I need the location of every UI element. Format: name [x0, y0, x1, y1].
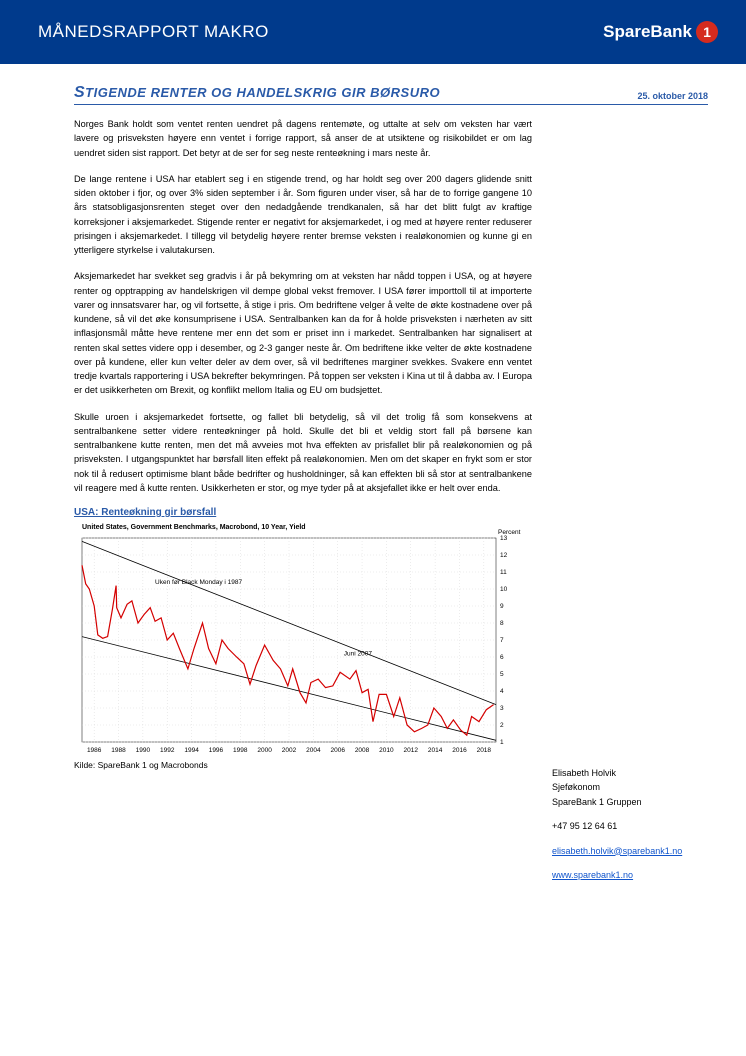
svg-text:2000: 2000	[257, 747, 272, 754]
svg-text:2014: 2014	[428, 747, 443, 754]
svg-text:1986: 1986	[87, 747, 102, 754]
svg-text:4: 4	[500, 688, 504, 695]
svg-text:7: 7	[500, 637, 504, 644]
contact-name: Elisabeth Holvik	[552, 766, 682, 780]
svg-text:1992: 1992	[160, 747, 175, 754]
svg-text:1990: 1990	[136, 747, 151, 754]
chart-inner-title: United States, Government Benchmarks, Ma…	[82, 524, 306, 531]
document-title: STIGENDE RENTER OG HANDELSKRIG GIR BØRSU…	[74, 84, 440, 102]
svg-text:9: 9	[500, 603, 504, 610]
contact-block: Elisabeth Holvik Sjeføkonom SpareBank 1 …	[552, 766, 682, 882]
svg-text:8: 8	[500, 620, 504, 627]
svg-text:1988: 1988	[111, 747, 126, 754]
chart-container: United States, Government Benchmarks, Ma…	[74, 520, 532, 758]
title-firstcap: S	[74, 84, 85, 101]
svg-text:11: 11	[500, 569, 507, 576]
contact-email-link[interactable]: elisabeth.holvik@sparebank1.no	[552, 846, 682, 856]
svg-text:3: 3	[500, 705, 504, 712]
chart-section: USA: Renteøkning gir børsfall United Sta…	[74, 507, 532, 770]
svg-text:5: 5	[500, 671, 504, 678]
paragraph: Skulle uroen i aksjemarkedet fortsette, …	[74, 410, 532, 496]
svg-text:Percent: Percent	[498, 529, 521, 536]
document-date: 25. oktober 2018	[617, 91, 708, 102]
contact-org: SpareBank 1 Gruppen	[552, 795, 682, 809]
title-row: STIGENDE RENTER OG HANDELSKRIG GIR BØRSU…	[74, 84, 708, 105]
svg-text:2006: 2006	[330, 747, 345, 754]
svg-text:2004: 2004	[306, 747, 321, 754]
svg-text:1998: 1998	[233, 747, 248, 754]
svg-text:2008: 2008	[355, 747, 370, 754]
body-column: Norges Bank holdt som ventet renten uend…	[74, 117, 532, 770]
paragraph: Norges Bank holdt som ventet renten uend…	[74, 117, 532, 160]
logo-text: SpareBank	[603, 22, 692, 42]
title-rest: TIGENDE RENTER OG HANDELSKRIG GIR BØRSUR…	[85, 85, 440, 100]
paragraph: Aksjemarkedet har svekket seg gradvis i …	[74, 269, 532, 397]
svg-text:2002: 2002	[282, 747, 297, 754]
svg-text:2018: 2018	[477, 747, 492, 754]
svg-text:Juni 2007: Juni 2007	[344, 650, 373, 657]
logo-badge-icon: 1	[696, 21, 718, 43]
contact-web-link[interactable]: www.sparebank1.no	[552, 870, 633, 880]
svg-text:12: 12	[500, 552, 508, 559]
svg-text:Uken før Black Monday i 1987: Uken før Black Monday i 1987	[155, 579, 242, 586]
svg-text:1: 1	[500, 739, 504, 746]
contact-role: Sjeføkonom	[552, 780, 682, 794]
svg-text:2012: 2012	[404, 747, 419, 754]
svg-text:6: 6	[500, 654, 504, 661]
logo: SpareBank 1	[603, 21, 718, 43]
svg-text:2: 2	[500, 722, 504, 729]
header-band: MÅNEDSRAPPORT MAKRO SpareBank 1	[0, 0, 746, 64]
contact-phone: +47 95 12 64 61	[552, 819, 682, 833]
svg-text:10: 10	[500, 586, 508, 593]
svg-text:2010: 2010	[379, 747, 394, 754]
paragraph: De lange rentene i USA har etablert seg …	[74, 172, 532, 258]
svg-text:1994: 1994	[184, 747, 199, 754]
yield-chart: 12345678910111213Percent1986198819901992…	[74, 520, 532, 758]
svg-text:1996: 1996	[209, 747, 224, 754]
svg-text:13: 13	[500, 535, 508, 542]
content-area: STIGENDE RENTER OG HANDELSKRIG GIR BØRSU…	[0, 64, 746, 770]
chart-section-title: USA: Renteøkning gir børsfall	[74, 507, 532, 518]
svg-text:2016: 2016	[452, 747, 467, 754]
chart-source: Kilde: SpareBank 1 og Macrobonds	[74, 760, 532, 770]
report-type-title: MÅNEDSRAPPORT MAKRO	[38, 22, 269, 42]
